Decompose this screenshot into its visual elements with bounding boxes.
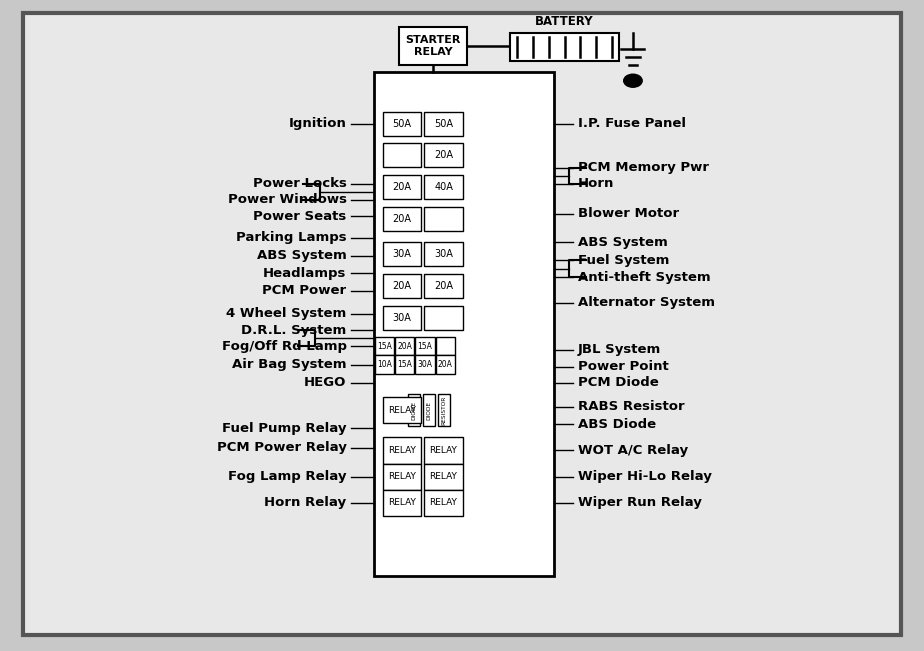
- Text: Power Point: Power Point: [578, 360, 668, 373]
- Text: Power Seats: Power Seats: [253, 210, 346, 223]
- Text: 20A: 20A: [393, 182, 411, 192]
- Text: Fuel System: Fuel System: [578, 254, 669, 267]
- Text: Wiper Run Relay: Wiper Run Relay: [578, 496, 701, 509]
- Text: Anti-theft System: Anti-theft System: [578, 271, 711, 284]
- Text: Air Bag System: Air Bag System: [232, 358, 346, 371]
- Text: 30A: 30A: [393, 312, 411, 323]
- Bar: [408, 394, 419, 426]
- Bar: [416, 337, 435, 355]
- Text: RELAY: RELAY: [388, 498, 416, 507]
- Text: I.P. Fuse Panel: I.P. Fuse Panel: [578, 117, 686, 130]
- Text: STARTER
RELAY: STARTER RELAY: [406, 35, 460, 57]
- Text: Headlamps: Headlamps: [263, 267, 346, 280]
- Bar: [395, 337, 414, 355]
- Text: 4 Wheel System: 4 Wheel System: [226, 307, 346, 320]
- Bar: [423, 394, 435, 426]
- Text: 20A: 20A: [397, 342, 412, 351]
- Text: 15A: 15A: [377, 342, 392, 351]
- Text: Blower Motor: Blower Motor: [578, 207, 678, 220]
- Bar: [510, 33, 619, 61]
- Text: Parking Lamps: Parking Lamps: [236, 231, 346, 244]
- Text: Fuel Pump Relay: Fuel Pump Relay: [222, 422, 346, 435]
- Bar: [424, 174, 463, 199]
- Text: 20A: 20A: [393, 214, 411, 224]
- Bar: [424, 273, 463, 298]
- Text: Power Locks: Power Locks: [252, 177, 346, 190]
- Text: 50A: 50A: [434, 118, 453, 129]
- Bar: [395, 355, 414, 374]
- Text: 30A: 30A: [434, 249, 453, 259]
- Bar: [383, 206, 421, 230]
- Text: PCM Diode: PCM Diode: [578, 376, 658, 389]
- Bar: [424, 242, 463, 266]
- Text: ABS System: ABS System: [257, 249, 346, 262]
- Bar: [383, 174, 421, 199]
- Text: 20A: 20A: [438, 360, 453, 369]
- Text: JBL System: JBL System: [578, 343, 661, 356]
- Text: 30A: 30A: [393, 249, 411, 259]
- Bar: [383, 143, 421, 167]
- Bar: [383, 273, 421, 298]
- Text: WOT A/C Relay: WOT A/C Relay: [578, 444, 687, 457]
- Circle shape: [624, 74, 642, 87]
- Bar: [399, 27, 467, 65]
- Bar: [383, 437, 421, 464]
- Bar: [375, 337, 394, 355]
- Bar: [438, 394, 449, 426]
- Text: PCM Memory Pwr: PCM Memory Pwr: [578, 161, 709, 174]
- Text: 50A: 50A: [393, 118, 411, 129]
- Text: RELAY: RELAY: [388, 446, 416, 455]
- Text: ABS System: ABS System: [578, 236, 667, 249]
- Bar: [436, 355, 455, 374]
- Text: 20A: 20A: [434, 281, 453, 291]
- Bar: [383, 464, 421, 490]
- Bar: [383, 111, 421, 135]
- Bar: [374, 72, 554, 576]
- Text: RELAY: RELAY: [388, 472, 416, 481]
- Text: 15A: 15A: [418, 342, 432, 351]
- Bar: [424, 143, 463, 167]
- Text: Fog/Off Rd Lamp: Fog/Off Rd Lamp: [222, 340, 346, 353]
- Text: 40A: 40A: [434, 182, 453, 192]
- Bar: [424, 206, 463, 230]
- Text: RABS Resistor: RABS Resistor: [578, 400, 684, 413]
- Bar: [383, 242, 421, 266]
- Bar: [375, 355, 394, 374]
- Text: BATTERY: BATTERY: [535, 15, 594, 28]
- Text: ABS Diode: ABS Diode: [578, 418, 656, 431]
- Text: Ignition: Ignition: [288, 117, 346, 130]
- Text: Horn Relay: Horn Relay: [264, 496, 346, 509]
- Text: Wiper Hi-Lo Relay: Wiper Hi-Lo Relay: [578, 470, 711, 483]
- Bar: [424, 490, 463, 516]
- Bar: [424, 306, 463, 329]
- Bar: [424, 464, 463, 490]
- Bar: [383, 490, 421, 516]
- Text: 30A: 30A: [418, 360, 432, 369]
- Bar: [416, 355, 435, 374]
- Bar: [424, 437, 463, 464]
- Bar: [383, 397, 421, 423]
- Text: RELAY: RELAY: [430, 498, 457, 507]
- Text: RESISTOR: RESISTOR: [441, 395, 446, 425]
- Text: 20A: 20A: [434, 150, 453, 160]
- Text: HEGO: HEGO: [304, 376, 346, 389]
- Text: DIODE: DIODE: [411, 400, 417, 420]
- Text: PCM Power Relay: PCM Power Relay: [216, 441, 346, 454]
- Bar: [424, 111, 463, 135]
- Text: Alternator System: Alternator System: [578, 296, 714, 309]
- Text: 20A: 20A: [393, 281, 411, 291]
- Text: RELAY: RELAY: [388, 406, 416, 415]
- Text: Horn: Horn: [578, 177, 614, 190]
- Text: PCM Power: PCM Power: [262, 284, 346, 298]
- Text: DIODE: DIODE: [426, 400, 432, 420]
- Text: RELAY: RELAY: [430, 446, 457, 455]
- Text: RELAY: RELAY: [430, 472, 457, 481]
- Text: 10A: 10A: [377, 360, 392, 369]
- Bar: [383, 306, 421, 329]
- Text: 15A: 15A: [397, 360, 412, 369]
- Text: Fog Lamp Relay: Fog Lamp Relay: [228, 470, 346, 483]
- Text: D.R.L. System: D.R.L. System: [241, 324, 346, 337]
- Bar: [436, 337, 455, 355]
- Text: Power Windows: Power Windows: [227, 193, 346, 206]
